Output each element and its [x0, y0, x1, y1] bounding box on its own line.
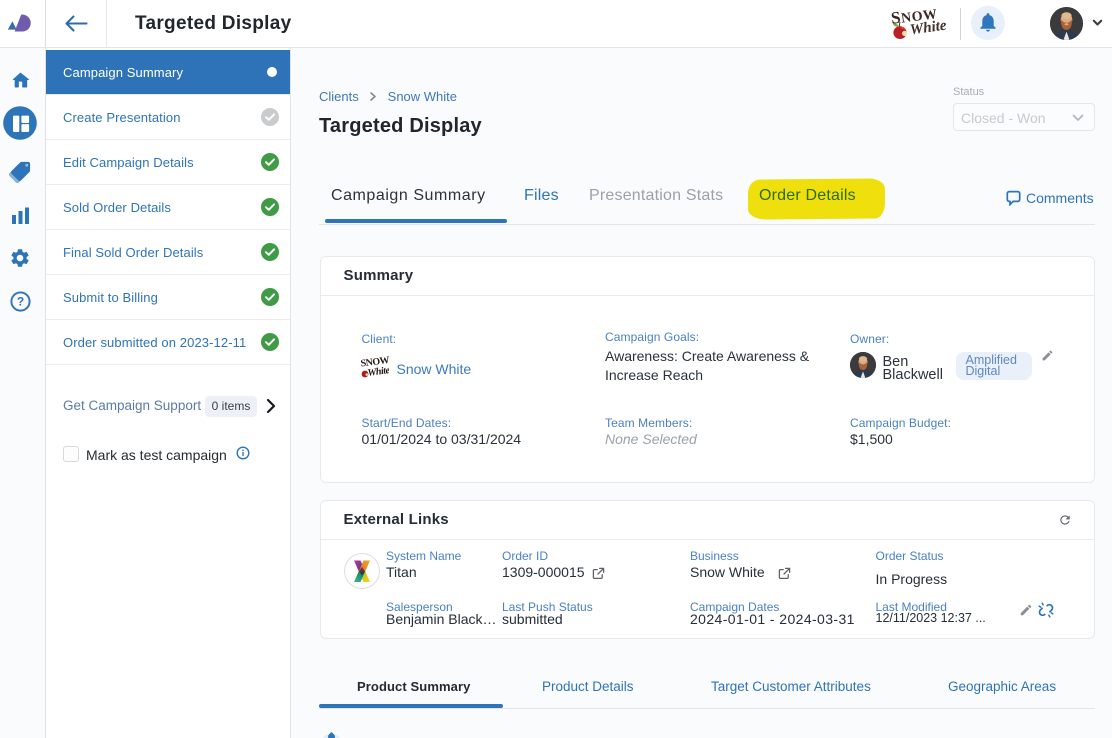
svg-text:SNOW: SNOW — [360, 356, 389, 369]
svg-text:White: White — [366, 365, 388, 379]
svg-text:?: ? — [17, 295, 24, 309]
